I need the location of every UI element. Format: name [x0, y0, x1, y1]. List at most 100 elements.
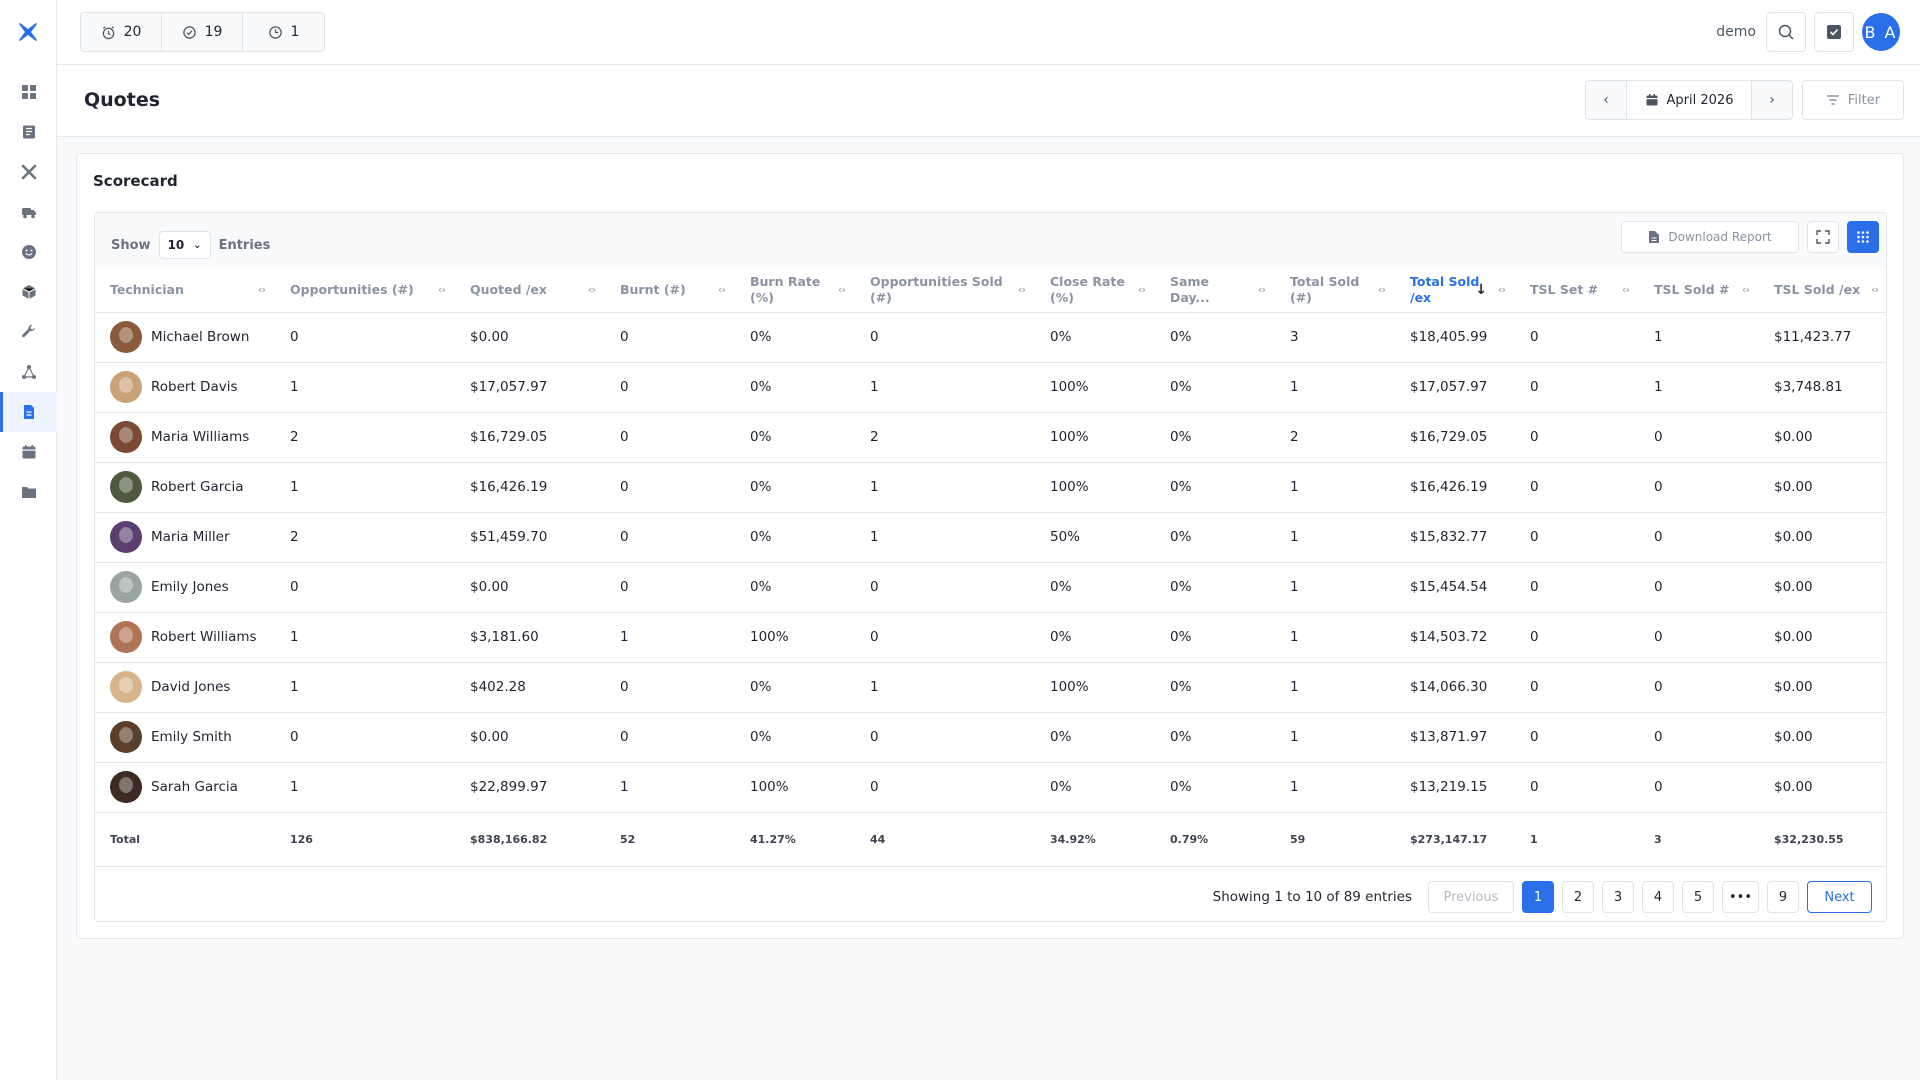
- column-header-label: Quoted /ex: [470, 281, 547, 297]
- table-row[interactable]: David Jones 1 $402.28 0 0% 1 100% 0% 1 $14,066.30…: [95, 662, 1886, 713]
- total-cell: $838,166.82: [455, 812, 605, 867]
- table-cell: 1: [855, 662, 1035, 713]
- table-cell: 0%: [735, 362, 855, 413]
- technician: Emily Smith: [110, 721, 275, 753]
- pagination-ellipsis[interactable]: •••: [1721, 881, 1759, 913]
- table-row[interactable]: Sarah Garcia 1 $22,899.97 1 100% 0 0% 0% 1 $13,21…: [95, 762, 1886, 813]
- brand-logo-icon[interactable]: [16, 20, 40, 44]
- counter-completed[interactable]: 19: [162, 13, 243, 51]
- column-header-label: Opportunities (#): [290, 281, 414, 297]
- column-resize-icon[interactable]: ‹›: [1497, 282, 1506, 296]
- table-row[interactable]: Emily Smith 0 $0.00 0 0% 0 0% 0% 1 $13,871.97 0 0 $0…: [95, 712, 1886, 763]
- column-header[interactable]: TSL Sold /ex ‹›: [1759, 268, 1886, 313]
- table-row[interactable]: Robert Garcia 1 $16,426.19 0 0% 1 100% 0% 1 $16,4…: [95, 462, 1886, 513]
- page-button[interactable]: 9: [1767, 881, 1799, 913]
- column-header[interactable]: Close Rate (%) ‹›: [1035, 268, 1155, 313]
- filter-button[interactable]: Filter: [1802, 80, 1904, 120]
- column-header[interactable]: TSL Sold # ‹›: [1639, 268, 1759, 313]
- column-header[interactable]: Opportunities Sold (#) ‹›: [855, 268, 1035, 313]
- page-button[interactable]: 5: [1681, 881, 1714, 913]
- table-cell: $3,748.81: [1759, 362, 1886, 413]
- table-cell: 0: [1639, 512, 1759, 563]
- column-header[interactable]: TSL Set # ‹›: [1515, 268, 1639, 313]
- page-button[interactable]: 1: [1521, 881, 1554, 913]
- sidebar-item-tools[interactable]: [0, 152, 57, 192]
- total-cell: $273,147.17: [1395, 812, 1515, 867]
- avatar: [110, 371, 142, 403]
- table-cell: 0: [855, 312, 1035, 363]
- page-button[interactable]: 2: [1561, 881, 1594, 913]
- table-cell: 0%: [735, 662, 855, 713]
- counter-pending[interactable]: 1: [243, 13, 324, 51]
- fullscreen-button[interactable]: [1807, 221, 1839, 253]
- column-header[interactable]: Quoted /ex ‹›: [455, 268, 605, 313]
- table-row[interactable]: Robert Williams 1 $3,181.60 1 100% 0 0% 0% 1 $14,…: [95, 612, 1886, 663]
- table-body: Michael Brown 0 $0.00 0 0% 0 0% 0% 3 $18,405.99 0 1…: [95, 312, 1886, 867]
- column-resize-icon[interactable]: ‹›: [1741, 282, 1750, 296]
- month-picker[interactable]: April 2026: [1626, 81, 1752, 119]
- table-cell: 0%: [735, 512, 855, 563]
- search-button[interactable]: [1766, 12, 1806, 52]
- tasks-button[interactable]: [1814, 12, 1854, 52]
- page-title: Quotes: [84, 89, 161, 111]
- sidebar-item-box[interactable]: [0, 272, 57, 312]
- table-row[interactable]: Michael Brown 0 $0.00 0 0% 0 0% 0% 3 $18,405.99 0 1…: [95, 312, 1886, 363]
- column-resize-icon[interactable]: ‹›: [437, 282, 446, 296]
- column-resize-icon[interactable]: ‹›: [1257, 282, 1266, 296]
- sidebar-item-wrench[interactable]: [0, 312, 57, 352]
- sidebar-item-network[interactable]: [0, 352, 57, 392]
- sidebar-item-dashboard[interactable]: [0, 72, 57, 112]
- columns-grid-button[interactable]: [1847, 221, 1879, 253]
- user-avatar[interactable]: B A: [1862, 13, 1900, 51]
- technician: Maria Williams: [110, 421, 275, 453]
- column-resize-icon[interactable]: ‹›: [1870, 282, 1879, 296]
- column-resize-icon[interactable]: ‹›: [257, 282, 266, 296]
- counter-alarm[interactable]: 20: [81, 13, 162, 51]
- previous-page-button[interactable]: Previous: [1427, 881, 1514, 913]
- column-header-label: Total Sold /ex: [1410, 273, 1480, 305]
- column-resize-icon[interactable]: ‹›: [1017, 282, 1026, 296]
- avatar: [110, 771, 142, 803]
- table-row[interactable]: Emily Jones 0 $0.00 0 0% 0 0% 0% 1 $15,454.54 0 0 $0…: [95, 562, 1886, 613]
- tools-icon: [21, 164, 37, 180]
- column-resize-icon[interactable]: ‹›: [1137, 282, 1146, 296]
- next-page-button[interactable]: Next: [1807, 881, 1872, 913]
- column-header[interactable]: Total Sold (#) ‹›: [1275, 268, 1395, 313]
- previous-month-button[interactable]: ‹: [1586, 81, 1626, 119]
- download-report-button[interactable]: Download Report: [1621, 221, 1799, 253]
- sidebar-item-truck[interactable]: [0, 192, 57, 232]
- column-header[interactable]: Burn Rate (%) ‹›: [735, 268, 855, 313]
- column-resize-icon[interactable]: ‹›: [837, 282, 846, 296]
- total-cell: 44: [855, 812, 1035, 867]
- calendar-icon: [1646, 94, 1658, 106]
- column-resize-icon[interactable]: ‹›: [1621, 282, 1630, 296]
- technician-cell: Robert Davis: [95, 362, 275, 413]
- entries-select[interactable]: 10 ⌄: [158, 231, 211, 259]
- sidebar-item-document[interactable]: [0, 392, 57, 432]
- status-counters: 20 19 1: [80, 12, 325, 52]
- entries-selector: Show 10 ⌄ Entries: [111, 231, 270, 259]
- next-month-button[interactable]: ›: [1752, 81, 1792, 119]
- table-row[interactable]: Maria Williams 2 $16,729.05 0 0% 2 100% 0% 2 $16,…: [95, 412, 1886, 463]
- table-cell: 0%: [735, 312, 855, 363]
- page-button[interactable]: 3: [1601, 881, 1634, 913]
- table-cell: 0: [1515, 462, 1639, 513]
- column-header[interactable]: Opportunities (#) ‹›: [275, 268, 455, 313]
- column-resize-icon[interactable]: ‹›: [1377, 282, 1386, 296]
- column-header[interactable]: Technician ‹›: [95, 268, 275, 313]
- table-row[interactable]: Robert Davis 1 $17,057.97 0 0% 1 100% 0% 1 $17,05…: [95, 362, 1886, 413]
- column-header[interactable]: Same Day... ‹›: [1155, 268, 1275, 313]
- column-resize-icon[interactable]: ‹›: [587, 282, 596, 296]
- sidebar-item-book[interactable]: [0, 112, 57, 152]
- page-button[interactable]: 4: [1641, 881, 1674, 913]
- table-row[interactable]: Maria Miller 2 $51,459.70 0 0% 1 50% 0% 1 $15,832…: [95, 512, 1886, 563]
- sidebar-item-smiley[interactable]: [0, 232, 57, 272]
- column-resize-icon[interactable]: ‹›: [717, 282, 726, 296]
- sidebar-item-calendar[interactable]: [0, 432, 57, 472]
- sidebar-item-folder[interactable]: [0, 472, 57, 512]
- avatar: [110, 571, 142, 603]
- table-cell: 0: [605, 662, 735, 713]
- date-navigator: ‹ April 2026 ›: [1585, 80, 1793, 120]
- column-header[interactable]: Total Sold /ex ↓ ‹›: [1395, 268, 1515, 313]
- column-header[interactable]: Burnt (#) ‹›: [605, 268, 735, 313]
